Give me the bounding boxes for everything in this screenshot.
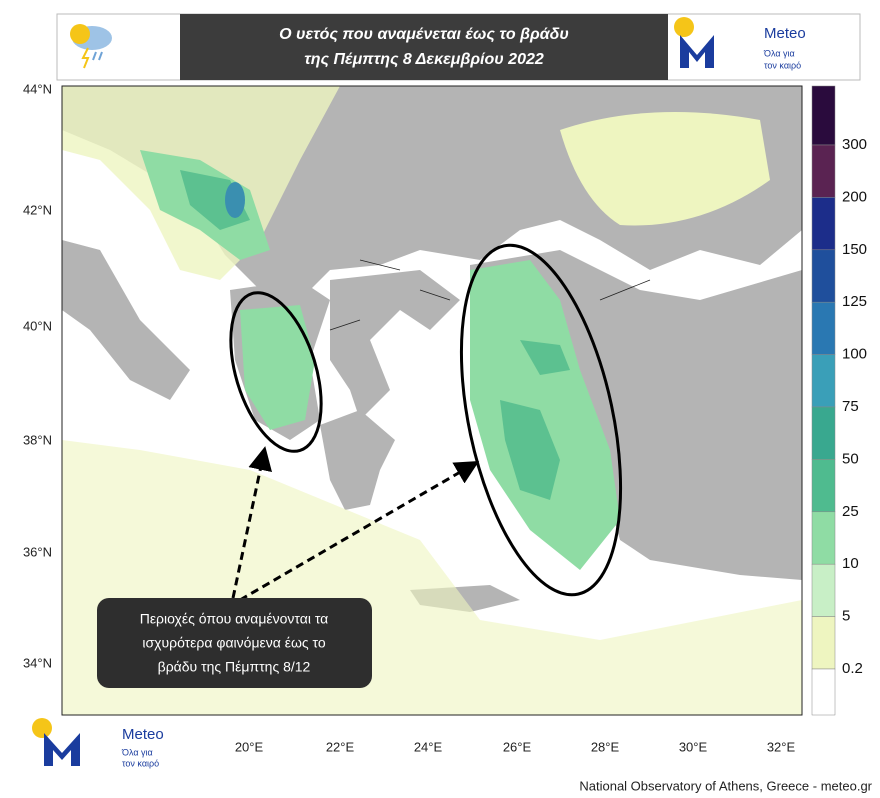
header-logo: Meteo Όλα για τον καιρό — [674, 17, 806, 70]
lat-label: 34°N — [23, 655, 52, 670]
lon-label: 30°E — [679, 739, 708, 754]
footer-logo: Meteo Όλα για τον καιρό — [32, 718, 164, 768]
colorbar-label: 100 — [842, 346, 867, 363]
lon-label: 22°E — [326, 739, 355, 754]
colorbar-label: 25 — [842, 503, 859, 520]
colorbar-label: 150 — [842, 241, 867, 258]
colorbar-segment — [811, 144, 836, 198]
colorbar-segment — [811, 197, 836, 251]
colorbar-label: 5 — [842, 608, 850, 625]
logo-tagline: τον καιρό — [764, 60, 801, 70]
lat-label: 40°N — [23, 318, 52, 333]
lat-label: 36°N — [23, 544, 52, 559]
colorbar-label: 200 — [842, 188, 867, 205]
header-band — [180, 14, 668, 80]
colorbar-segment — [811, 511, 836, 565]
colorbar-segment — [811, 563, 836, 617]
colorbar-segment — [811, 249, 836, 303]
colorbar-segment — [811, 668, 836, 716]
lon-label: 26°E — [503, 739, 532, 754]
annotation-line: ισχυρότερα φαινόμενα έως το — [142, 635, 326, 651]
annotation-box — [97, 598, 372, 688]
map-frame — [61, 85, 803, 716]
lat-label: 38°N — [23, 432, 52, 447]
highlight-ellipse — [459, 243, 623, 597]
colorbar — [811, 85, 836, 716]
title-line: της Πέμπτης 8 Δεκεμβρίου 2022 — [304, 51, 544, 68]
colorbar-label: 50 — [842, 450, 859, 467]
logo-name: Meteo — [122, 726, 164, 743]
colorbar-segment — [811, 459, 836, 513]
arrow — [239, 460, 480, 602]
weather-icon — [70, 24, 112, 69]
colorbar-segment — [811, 354, 836, 408]
arrow — [231, 446, 272, 599]
logo-name: Meteo — [764, 25, 806, 42]
colorbar-label: 0.2 — [842, 660, 863, 677]
colorbar-label: 125 — [842, 293, 867, 310]
lon-label: 28°E — [591, 739, 620, 754]
logo-tagline: Όλα για — [121, 747, 153, 757]
colorbar-label: 10 — [842, 555, 859, 572]
colorbar-segment — [811, 616, 836, 670]
logo-tagline: τον καιρό — [122, 758, 159, 768]
lon-label: 32°E — [767, 739, 796, 754]
colorbar-segment — [811, 85, 836, 146]
title-line: Ο υετός που αναμένεται έως το βράδυ — [279, 26, 569, 43]
footer-credit: National Observatory of Athens, Greece -… — [579, 778, 872, 793]
lat-label: 44°N — [23, 81, 52, 96]
lon-label: 24°E — [414, 739, 443, 754]
logo-tagline: Όλα για — [763, 48, 795, 58]
colorbar-label: 75 — [842, 398, 859, 415]
colorbar-segment — [811, 406, 836, 460]
annotation-line: βράδυ της Πέμπτης 8/12 — [158, 659, 311, 675]
colorbar-segment — [811, 301, 836, 355]
colorbar-label: 300 — [842, 136, 867, 153]
lon-label: 20°E — [235, 739, 264, 754]
highlight-ellipse — [229, 291, 323, 453]
annotation-line: Περιοχές όπου αναμένονται τα — [140, 611, 329, 627]
lat-label: 42°N — [23, 202, 52, 217]
